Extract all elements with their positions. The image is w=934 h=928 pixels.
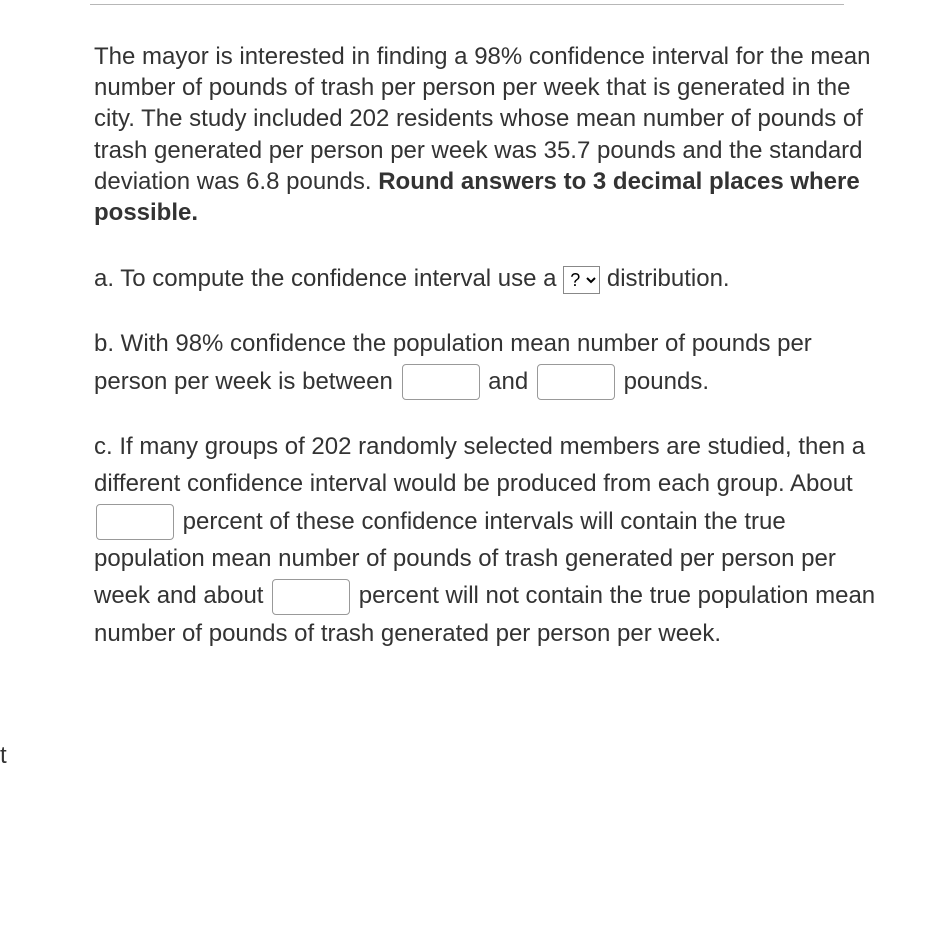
percent-not-contain-input[interactable] [272,579,350,615]
distribution-select[interactable]: ? [563,266,600,294]
part-a-prefix: a. To compute the confidence interval us… [94,265,563,292]
part-b-seg3: pounds. [617,368,709,395]
part-a: a. To compute the confidence interval us… [94,260,890,297]
part-b-seg2: and [482,368,535,395]
divider [90,4,844,5]
percent-contain-input[interactable] [96,504,174,540]
question-content: The mayor is interested in finding a 98%… [94,41,890,652]
page: t The mayor is interested in finding a 9… [0,4,934,928]
part-c-seg1: c. If many groups of 202 randomly select… [94,433,865,497]
sidebar-label-t: t [0,742,7,770]
part-a-suffix: distribution. [600,265,729,292]
lower-bound-input[interactable] [402,364,480,400]
intro-paragraph: The mayor is interested in finding a 98%… [94,41,890,228]
part-b: b. With 98% confidence the population me… [94,325,890,400]
part-c: c. If many groups of 202 randomly select… [94,428,890,652]
upper-bound-input[interactable] [537,364,615,400]
